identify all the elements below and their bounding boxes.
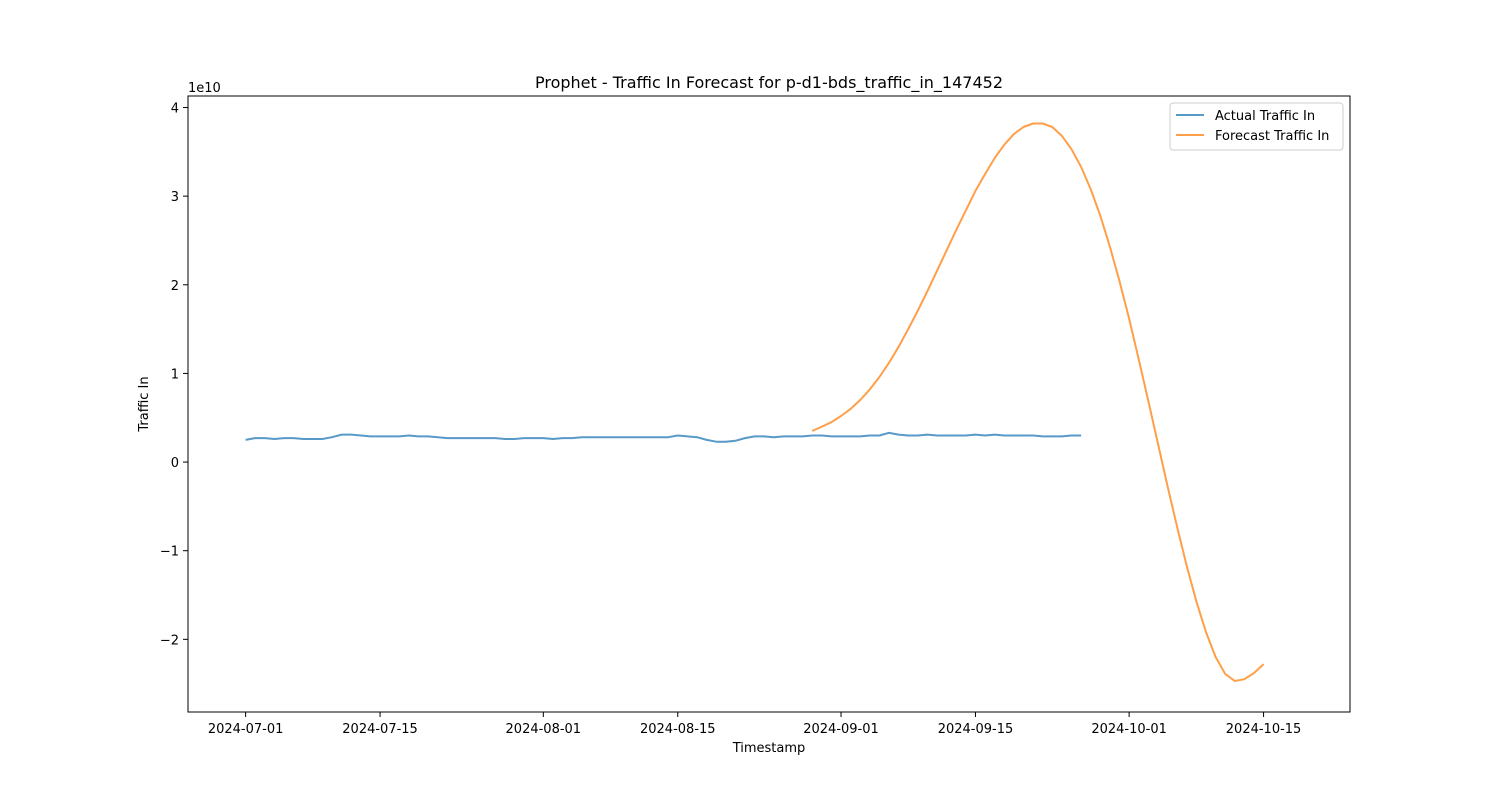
x-tick-label: 2024-10-01: [1091, 722, 1167, 737]
y-tick-label: 0: [171, 456, 179, 471]
series-line-forecast-traffic-in: [811, 122, 1265, 682]
y-tick-label: −2: [160, 633, 179, 648]
chart-title: Prophet - Traffic In Forecast for p-d1-b…: [535, 73, 1003, 93]
y-tick-label: 3: [171, 190, 179, 205]
y-tick-label: 2: [171, 279, 179, 294]
y-tick-label: 1: [171, 367, 179, 382]
series-line-actual-traffic-in: [245, 431, 1082, 443]
plot-area-frame: [187, 95, 1351, 713]
y-axis-ticks: 4 3 2 1 0 −1 −2: [160, 102, 188, 648]
x-tick-label: 2024-10-15: [1226, 722, 1302, 737]
series-lines: [245, 122, 1265, 682]
legend-label-actual: Actual Traffic In: [1215, 109, 1315, 124]
legend: Actual Traffic In Forecast Traffic In: [1169, 102, 1344, 151]
x-tick-label: 2024-08-15: [640, 722, 716, 737]
x-tick-label: 2024-08-01: [506, 722, 582, 737]
y-axis-label: Traffic In: [137, 376, 152, 432]
legend-label-forecast: Forecast Traffic In: [1215, 129, 1329, 144]
x-tick-label: 2024-07-01: [208, 722, 284, 737]
legend-frame: [1169, 102, 1344, 151]
x-tick-label: 2024-07-15: [342, 722, 418, 737]
x-axis-label: Timestamp: [732, 741, 806, 756]
y-tick-label: −1: [160, 545, 179, 560]
x-tick-label: 2024-09-15: [938, 722, 1014, 737]
y-tick-label: 4: [171, 102, 179, 117]
x-tick-label: 2024-09-01: [803, 722, 879, 737]
x-axis-ticks: 2024-07-01 2024-07-15 2024-08-01 2024-08-15…: [208, 712, 1302, 737]
y-axis-offset-label: 1e10: [188, 81, 221, 96]
